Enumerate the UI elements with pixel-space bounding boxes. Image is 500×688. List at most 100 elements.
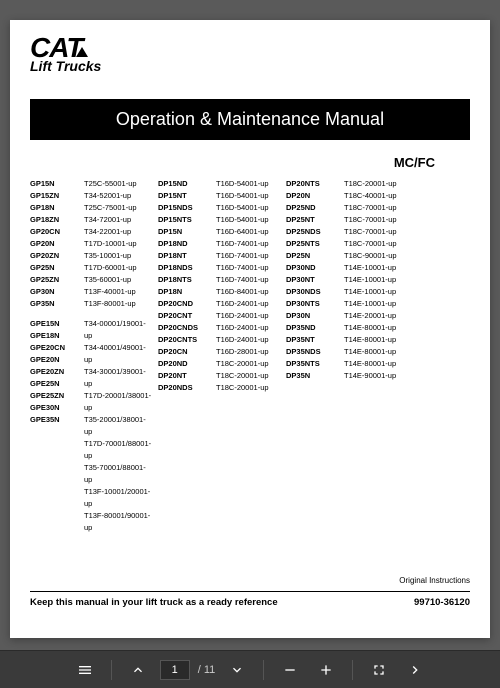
model-cell: DP18NDS (158, 262, 210, 274)
zoom-in-button[interactable] (312, 658, 340, 682)
model-cell: DP18ND (158, 238, 210, 250)
model-cell: DP35NDS (286, 346, 338, 358)
model-cell: T14E-80001-up (344, 334, 408, 346)
title-bar: Operation & Maintenance Manual (30, 99, 470, 140)
model-cell: DP20CND (158, 298, 210, 310)
model-cell: T16D-54001-up (216, 202, 280, 214)
model-cell: GP30N (30, 286, 78, 298)
model-cell: DP35NTS (286, 358, 338, 370)
model-cell: DP15NT (158, 190, 210, 202)
group-gap (84, 310, 152, 318)
keep-text: Keep this manual in your lift truck as a… (30, 597, 278, 608)
model-cell: T14E-10001-up (344, 262, 408, 274)
prev-page-button[interactable] (124, 658, 152, 682)
model-cell: T16D-24001-up (216, 322, 280, 334)
model-cell: T35-10001-up (84, 250, 152, 262)
logo-section: CAT Lift Trucks (30, 35, 470, 74)
model-cell: T14E-10001-up (344, 286, 408, 298)
model-cell: T18C-20001-up (216, 370, 280, 382)
model-cell: T13F-40001-up (84, 286, 152, 298)
model-cell: DP35N (286, 370, 338, 382)
model-cell: T35-20001/38001-up (84, 414, 152, 438)
minus-icon (282, 662, 298, 678)
col1-serials: T25C-55001-upT34-52001-upT25C-75001-upT3… (84, 178, 152, 534)
model-cell: T16D-28001-up (216, 346, 280, 358)
model-cell: T16D-54001-up (216, 178, 280, 190)
model-cell: GPE35N (30, 414, 78, 426)
chevron-down-icon (229, 662, 245, 678)
model-cell: DP20CNTS (158, 334, 210, 346)
model-cell: GP20CN (30, 226, 78, 238)
model-cell: DP25ND (286, 202, 338, 214)
group-gap (30, 310, 78, 318)
subtitle: MC/FC (30, 155, 435, 170)
divider (111, 660, 112, 680)
model-cell: T34-30001/39001-up (84, 366, 152, 390)
model-cell: DP25N (286, 250, 338, 262)
model-cell: DP20CNDS (158, 322, 210, 334)
model-cell: T13F-10001/20001-up (84, 486, 152, 510)
model-cell: T18C-70001-up (344, 214, 408, 226)
model-cell: T34-00001/19001-up (84, 318, 152, 342)
brand-logo: CAT (30, 35, 470, 60)
model-cell: DP20CN (158, 346, 210, 358)
model-cell: DP30NT (286, 274, 338, 286)
model-cell: DP30NTS (286, 298, 338, 310)
models-table: GP15NGP15ZNGP18NGP18ZNGP20CNGP20NGP20ZNG… (30, 178, 470, 534)
model-cell: GP18ZN (30, 214, 78, 226)
model-cell: T18C-70001-up (344, 226, 408, 238)
model-cell: T16D-64001-up (216, 226, 280, 238)
model-cell: T16D-74001-up (216, 274, 280, 286)
original-instructions: Original Instructions (30, 576, 470, 585)
model-cell: DP18NTS (158, 274, 210, 286)
triangle-icon (76, 47, 88, 57)
model-cell: T18C-20001-up (216, 382, 280, 394)
model-cell: T17D-70001/88001-up (84, 438, 152, 462)
model-cell: T16D-74001-up (216, 238, 280, 250)
model-cell: GPE20CN (30, 342, 78, 354)
model-cell: DP30NDS (286, 286, 338, 298)
col3-models: DP20NTSDP20NDP25NDDP25NTDP25NDSDP25NTSDP… (286, 178, 338, 534)
divider (263, 660, 264, 680)
footer-bar: Keep this manual in your lift truck as a… (30, 591, 470, 608)
model-cell: T14E-90001-up (344, 370, 408, 382)
model-cell: DP18NT (158, 250, 210, 262)
model-cell: T18C-40001-up (344, 190, 408, 202)
page-number-input[interactable] (160, 660, 190, 680)
more-button[interactable] (401, 658, 429, 682)
next-page-button[interactable] (223, 658, 251, 682)
expand-icon (371, 662, 387, 678)
model-cell: T17D-20001/38001-up (84, 390, 152, 414)
model-cell: T16D-24001-up (216, 310, 280, 322)
model-cell: GP35N (30, 298, 78, 310)
model-cell: T18C-90001-up (344, 250, 408, 262)
model-cell: GP25ZN (30, 274, 78, 286)
document-page: CAT Lift Trucks Operation & Maintenance … (10, 20, 490, 638)
fullscreen-button[interactable] (365, 658, 393, 682)
model-cell: T16D-54001-up (216, 190, 280, 202)
model-cell: T14E-80001-up (344, 346, 408, 358)
model-cell: DP20NTS (286, 178, 338, 190)
model-cell: DP15NDS (158, 202, 210, 214)
model-cell: DP25NT (286, 214, 338, 226)
model-cell: GP25N (30, 262, 78, 274)
model-cell: T25C-55001-up (84, 178, 152, 190)
model-cell: GP18N (30, 202, 78, 214)
page-total: / 11 (198, 664, 216, 676)
model-cell: DP30N (286, 310, 338, 322)
doc-number: 99710-36120 (414, 597, 470, 608)
col2-models: DP15NDDP15NTDP15NDSDP15NTSDP15NDP18NDDP1… (158, 178, 210, 534)
zoom-out-button[interactable] (276, 658, 304, 682)
sidebar-toggle-button[interactable] (71, 658, 99, 682)
model-cell: T17D-60001-up (84, 262, 152, 274)
model-cell: T17D-10001-up (84, 238, 152, 250)
model-cell: DP25NDS (286, 226, 338, 238)
model-cell: DP30ND (286, 262, 338, 274)
model-cell: T16D-24001-up (216, 298, 280, 310)
model-cell: DP20NT (158, 370, 210, 382)
col2-serials: T16D-54001-upT16D-54001-upT16D-54001-upT… (216, 178, 280, 534)
model-cell: DP20CNT (158, 310, 210, 322)
model-cell: T16D-84001-up (216, 286, 280, 298)
model-cell: GPE25N (30, 378, 78, 390)
model-cell: T14E-10001-up (344, 274, 408, 286)
